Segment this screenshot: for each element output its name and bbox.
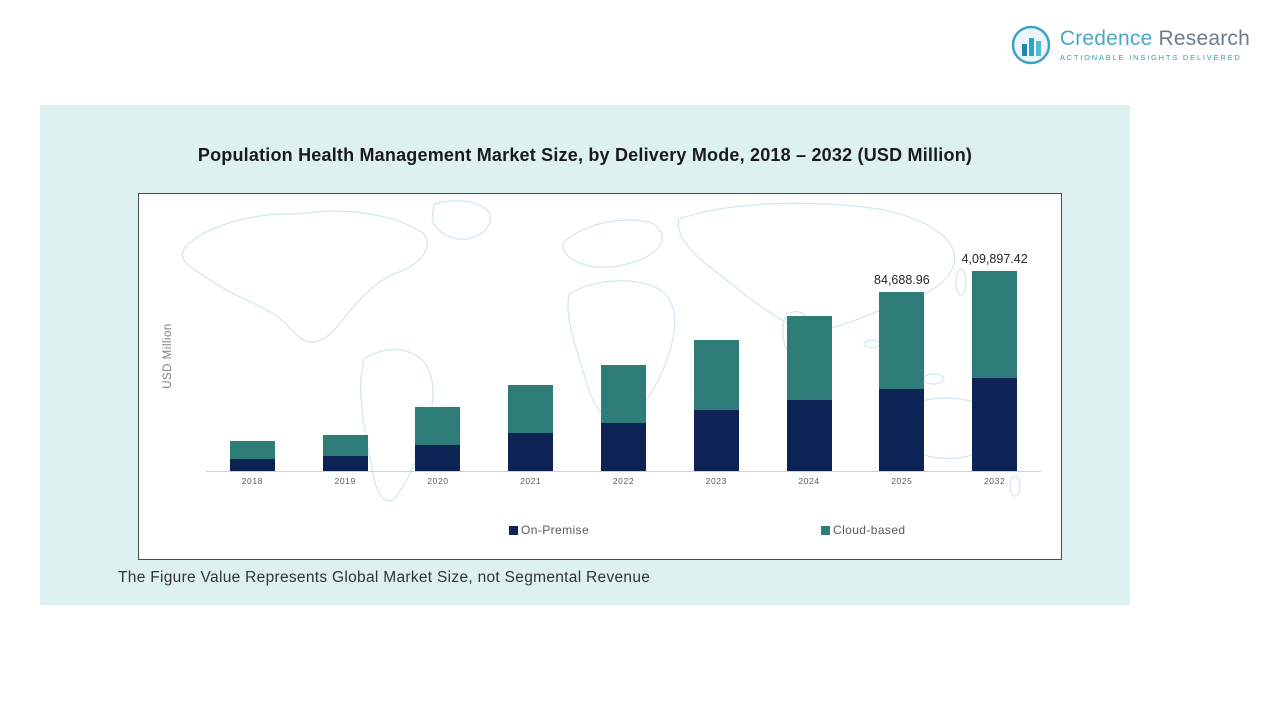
logo-bar-chart-icon xyxy=(1011,25,1051,65)
bar-segment-cloud-based-2020 xyxy=(415,407,461,445)
x-tick-label-2020: 2020 xyxy=(427,476,449,486)
x-tick-label-2021: 2021 xyxy=(520,476,542,486)
bar-segment-on-premise-2018 xyxy=(229,459,275,471)
x-tick-label-2032: 2032 xyxy=(983,476,1006,486)
bar-segment-on-premise-2024 xyxy=(786,400,832,471)
legend: On-Premise Cloud-based xyxy=(206,523,1041,537)
legend-label: Cloud-based xyxy=(833,523,906,537)
y-axis-label: USD Million xyxy=(162,323,174,389)
chart-title: Population Health Management Market Size… xyxy=(197,145,973,165)
bar-segment-cloud-based-2032 xyxy=(972,271,1018,378)
legend-swatch xyxy=(509,525,518,535)
bar-segment-on-premise-2032 xyxy=(972,378,1018,471)
bar-segment-cloud-based-2021 xyxy=(508,385,554,433)
legend-label: On-Premise xyxy=(521,523,590,537)
bar-group-2018 xyxy=(206,441,299,471)
chart-panel: Population Health Management Market Size… xyxy=(40,105,1130,605)
bar-segment-on-premise-2023 xyxy=(693,410,739,471)
legend-item-cloud-based: Cloud-based xyxy=(821,523,905,537)
bar-segment-cloud-based-2024 xyxy=(786,316,832,400)
bar-segment-cloud-based-2018 xyxy=(229,441,275,459)
x-tick-label-2019: 2019 xyxy=(334,476,356,486)
chart-plot-box: USD Million 84,688.96 4,09,897.42 2018 201… xyxy=(138,193,1062,560)
bar-segment-cloud-based-2025 xyxy=(879,292,925,389)
bar-segment-cloud-based-2023 xyxy=(693,340,739,410)
bar-group-2025: 84,688.96 xyxy=(855,273,948,471)
bar-segment-on-premise-2019 xyxy=(322,456,368,471)
legend-swatch xyxy=(821,525,831,535)
bar-group-2020 xyxy=(392,407,485,471)
bar-group-2024 xyxy=(763,316,856,471)
credence-research-logo: Credence Research Actionable Insights De… xyxy=(1010,24,1250,66)
bar-segment-on-premise-2025 xyxy=(879,389,925,471)
bar-group-2019 xyxy=(299,435,392,471)
bar-total-label-2032: 4,09,897.42 xyxy=(961,252,1028,266)
bars-area: 84,688.96 4,09,897.42 xyxy=(206,194,1041,472)
bar-segment-cloud-based-2022 xyxy=(601,365,647,423)
bar-segment-on-premise-2022 xyxy=(601,423,647,471)
bar-group-2032: 4,09,897.42 xyxy=(948,252,1041,471)
bar-segment-cloud-based-2019 xyxy=(322,435,368,456)
x-tick-label-2018: 2018 xyxy=(241,476,264,486)
figure-footnote: The Figure Value Represents Global Marke… xyxy=(118,569,651,586)
logo-text: Credence Research Actionable Insights De… xyxy=(1059,28,1250,63)
x-axis-tick-row: 2018 2019 2020 2021 2022 2023 2024 2025 2032 xyxy=(206,476,1041,486)
bar-group-2022 xyxy=(577,365,670,471)
bar-total-label-2025: 84,688.96 xyxy=(874,273,930,287)
brand-name-primary: Credence xyxy=(1059,27,1153,50)
x-tick-label-2024: 2024 xyxy=(798,476,820,486)
bar-group-2023 xyxy=(670,340,763,471)
brand-name-secondary: Research xyxy=(1152,27,1250,50)
brand-name: Credence Research xyxy=(1060,28,1250,50)
x-tick-label-2022: 2022 xyxy=(612,476,635,486)
bar-group-2021 xyxy=(484,385,577,471)
x-tick-label-2023: 2023 xyxy=(705,476,727,486)
brand-tagline: Actionable Insights Delivered xyxy=(1059,53,1242,62)
x-tick-label-2025: 2025 xyxy=(891,476,913,486)
legend-item-on-premise: On-Premise xyxy=(509,523,589,537)
bar-segment-on-premise-2020 xyxy=(415,445,461,471)
bar-segment-on-premise-2021 xyxy=(508,433,554,471)
